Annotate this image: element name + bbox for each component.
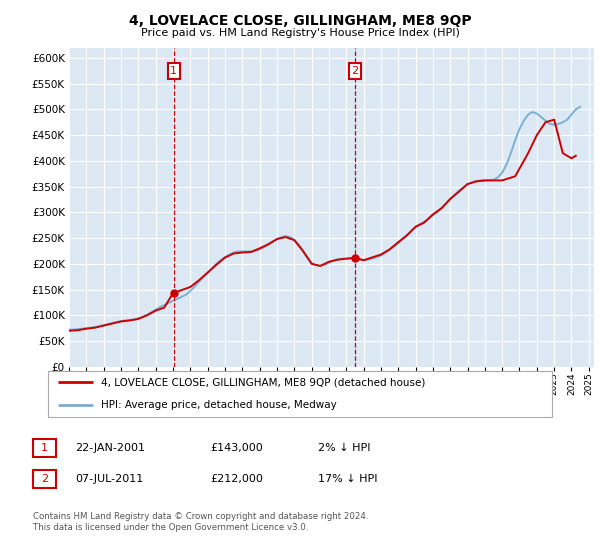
Text: 4, LOVELACE CLOSE, GILLINGHAM, ME8 9QP (detached house): 4, LOVELACE CLOSE, GILLINGHAM, ME8 9QP (…	[101, 377, 425, 388]
Text: £212,000: £212,000	[210, 474, 263, 484]
Text: 07-JUL-2011: 07-JUL-2011	[75, 474, 143, 484]
Text: 1: 1	[170, 66, 178, 76]
Text: £143,000: £143,000	[210, 443, 263, 453]
Text: 2: 2	[352, 66, 358, 76]
Text: Contains HM Land Registry data © Crown copyright and database right 2024.
This d: Contains HM Land Registry data © Crown c…	[33, 512, 368, 532]
FancyBboxPatch shape	[48, 371, 552, 417]
Text: 17% ↓ HPI: 17% ↓ HPI	[318, 474, 377, 484]
Text: 4, LOVELACE CLOSE, GILLINGHAM, ME8 9QP: 4, LOVELACE CLOSE, GILLINGHAM, ME8 9QP	[128, 14, 472, 28]
Text: 2% ↓ HPI: 2% ↓ HPI	[318, 443, 371, 453]
Text: Price paid vs. HM Land Registry's House Price Index (HPI): Price paid vs. HM Land Registry's House …	[140, 28, 460, 38]
Text: 22-JAN-2001: 22-JAN-2001	[75, 443, 145, 453]
Text: HPI: Average price, detached house, Medway: HPI: Average price, detached house, Medw…	[101, 400, 337, 410]
Text: 1: 1	[41, 443, 48, 453]
Text: 2: 2	[41, 474, 48, 484]
